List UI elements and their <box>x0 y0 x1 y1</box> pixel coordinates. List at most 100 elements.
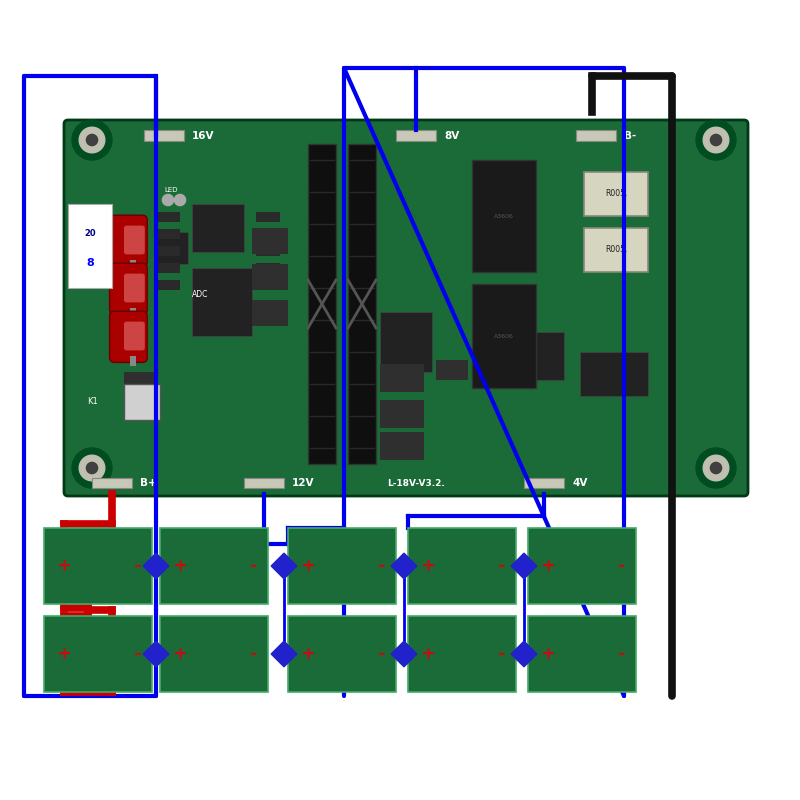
Bar <box>130 356 136 366</box>
Bar <box>308 144 336 464</box>
Circle shape <box>79 127 105 153</box>
Text: +: + <box>301 645 315 663</box>
Polygon shape <box>271 554 297 579</box>
Text: -: - <box>618 557 626 575</box>
Bar <box>130 260 136 270</box>
Bar <box>156 212 180 222</box>
Text: A3606: A3606 <box>494 334 514 338</box>
Bar <box>130 308 136 318</box>
Circle shape <box>710 134 722 146</box>
Bar <box>156 246 180 256</box>
Bar <box>156 263 180 273</box>
Text: LED: LED <box>164 187 178 194</box>
Text: -: - <box>250 557 258 575</box>
Bar <box>256 246 280 256</box>
Bar <box>192 204 244 252</box>
FancyBboxPatch shape <box>124 322 145 350</box>
Bar <box>252 264 288 290</box>
Bar <box>160 616 268 692</box>
Circle shape <box>86 462 98 474</box>
Text: -: - <box>134 645 142 663</box>
Circle shape <box>162 194 174 206</box>
Bar <box>256 229 280 238</box>
Bar <box>396 130 436 141</box>
Polygon shape <box>391 642 417 667</box>
Circle shape <box>710 462 722 474</box>
Bar <box>580 352 648 396</box>
Bar <box>92 478 132 488</box>
Bar <box>256 212 280 222</box>
Text: +: + <box>173 557 187 575</box>
Bar <box>256 280 280 290</box>
Bar <box>380 400 424 428</box>
Circle shape <box>703 455 729 481</box>
Bar <box>584 172 648 216</box>
Bar <box>124 384 160 420</box>
Text: A3606: A3606 <box>494 214 514 218</box>
Bar <box>124 372 156 388</box>
Polygon shape <box>511 554 537 579</box>
Text: B+: B+ <box>140 478 157 488</box>
Bar <box>524 478 564 488</box>
Circle shape <box>79 455 105 481</box>
Text: B-: B- <box>624 131 636 141</box>
Bar <box>156 229 180 238</box>
Bar <box>160 528 268 604</box>
Text: L-18V-V3.2.: L-18V-V3.2. <box>387 478 445 488</box>
Text: R005.: R005. <box>605 246 627 254</box>
Text: +: + <box>541 645 555 663</box>
Text: 16V: 16V <box>192 131 214 141</box>
Bar <box>408 528 516 604</box>
Text: ADC: ADC <box>192 290 208 299</box>
Bar <box>436 360 468 380</box>
Bar <box>244 478 284 488</box>
Text: 8V: 8V <box>444 131 459 141</box>
Text: +: + <box>301 557 315 575</box>
Text: -: - <box>498 557 506 575</box>
Circle shape <box>696 120 736 160</box>
Bar <box>512 332 564 380</box>
Text: +: + <box>421 557 435 575</box>
Circle shape <box>703 127 729 153</box>
Bar <box>576 130 616 141</box>
FancyBboxPatch shape <box>124 226 145 254</box>
FancyBboxPatch shape <box>110 263 147 314</box>
Bar <box>156 280 180 290</box>
FancyBboxPatch shape <box>110 311 147 362</box>
Bar <box>68 204 112 288</box>
Text: -: - <box>134 557 142 575</box>
Text: +: + <box>57 557 71 575</box>
Bar <box>288 528 396 604</box>
Text: K1: K1 <box>86 398 98 406</box>
Bar <box>380 312 432 372</box>
Bar <box>256 263 280 273</box>
Circle shape <box>72 120 112 160</box>
Bar <box>348 144 376 464</box>
Text: 8: 8 <box>86 258 94 268</box>
Bar <box>144 130 184 141</box>
Bar <box>584 228 648 272</box>
FancyBboxPatch shape <box>124 274 145 302</box>
Polygon shape <box>143 554 169 579</box>
Text: +: + <box>57 645 71 663</box>
FancyBboxPatch shape <box>110 215 147 266</box>
Bar <box>44 528 152 604</box>
Bar <box>156 232 188 264</box>
Text: 4V: 4V <box>572 478 587 488</box>
Text: +: + <box>173 645 187 663</box>
Bar <box>252 228 288 254</box>
Bar <box>528 528 636 604</box>
Text: 12V: 12V <box>292 478 314 488</box>
Bar <box>408 616 516 692</box>
Text: -: - <box>378 645 386 663</box>
Bar <box>472 284 536 388</box>
Text: -: - <box>618 645 626 663</box>
Text: -: - <box>498 645 506 663</box>
Text: 20: 20 <box>84 229 96 238</box>
Text: -: - <box>378 557 386 575</box>
Bar <box>252 300 288 326</box>
Polygon shape <box>271 642 297 667</box>
Bar <box>528 616 636 692</box>
Circle shape <box>174 194 186 206</box>
Polygon shape <box>143 642 169 667</box>
